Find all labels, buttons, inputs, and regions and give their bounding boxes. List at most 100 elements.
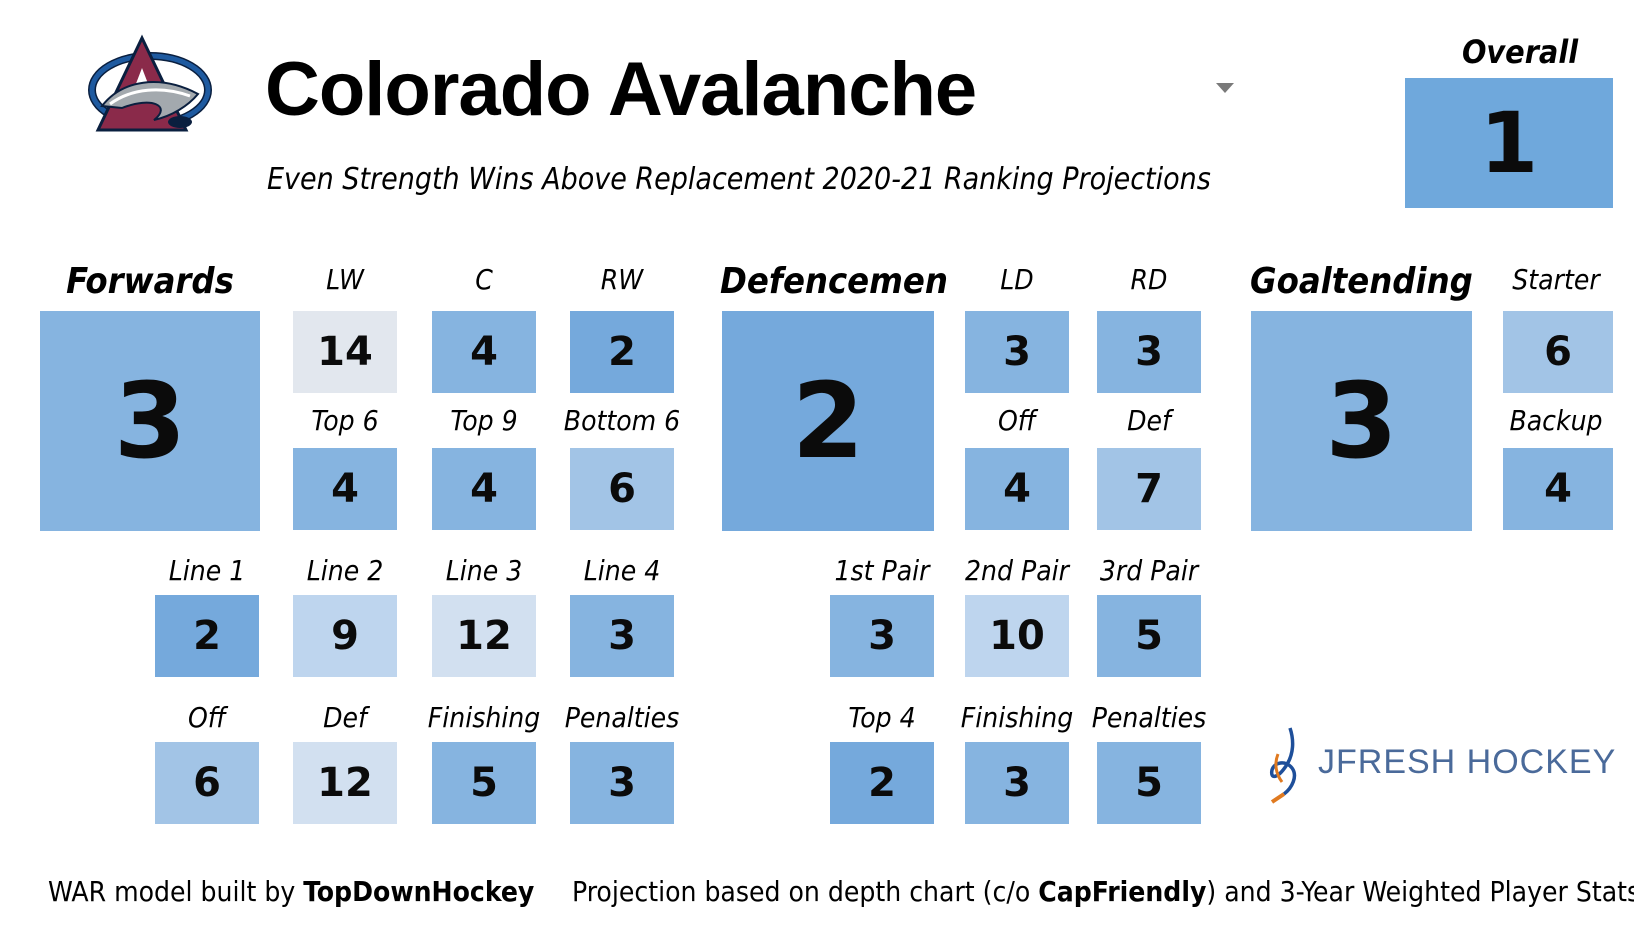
def-cell-pair2: 10: [965, 595, 1069, 677]
def-value-ld: 3: [1003, 329, 1031, 375]
def-cell-def: 7: [1097, 448, 1201, 530]
goalie-value-starter: 6: [1544, 329, 1572, 375]
def-value-pair2: 10: [989, 613, 1045, 659]
defencemen-rank-box: 2: [722, 311, 934, 531]
def-cell-penalties: 5: [1097, 742, 1201, 824]
fwd-label-finishing: Finishing: [427, 701, 541, 734]
fwd-cell-line1: 2: [155, 595, 259, 677]
team-name: Colorado Avalanche: [265, 47, 977, 132]
fwd-label-bottom6: Bottom 6: [563, 404, 681, 437]
def-label-def: Def: [1127, 404, 1171, 437]
def-cell-off: 4: [965, 448, 1069, 530]
footer-source: Projection based on depth chart (c/o Cap…: [572, 872, 1634, 912]
fwd-label-top6: Top 6: [311, 404, 379, 437]
fwd-value-penalties: 3: [608, 760, 636, 806]
overall-rank: 1: [1479, 94, 1539, 192]
def-cell-pair1: 3: [830, 595, 934, 677]
fwd-label-penalties: Penalties: [564, 701, 680, 734]
fwd-cell-off: 6: [155, 742, 259, 824]
page-subtitle: Even Strength Wins Above Replacement 202…: [267, 162, 1211, 197]
def-label-top4: Top 4: [848, 701, 916, 734]
fwd-cell-penalties: 3: [570, 742, 674, 824]
def-cell-finishing: 3: [965, 742, 1069, 824]
goaltending-heading: Goaltending: [1250, 261, 1473, 302]
def-cell-ld: 3: [965, 311, 1069, 393]
def-cell-top4: 2: [830, 742, 934, 824]
fwd-cell-rw: 2: [570, 311, 674, 393]
def-value-top4: 2: [868, 760, 896, 806]
colorado-avalanche-logo-icon: [88, 34, 212, 132]
fwd-cell-lw: 14: [293, 311, 397, 393]
footer-credit-prefix: WAR model built by: [48, 875, 304, 908]
forwards-rank: 3: [113, 360, 187, 482]
defencemen-heading: Defencemen: [720, 261, 948, 302]
goalie-label-backup: Backup: [1509, 404, 1603, 437]
overall-rank-box: 1: [1405, 78, 1613, 208]
brand-name: JFRESH HOCKEY: [1318, 743, 1617, 781]
forwards-rank-box: 3: [40, 311, 260, 531]
fwd-value-line1: 2: [193, 613, 221, 659]
def-value-pair3: 5: [1135, 613, 1163, 659]
goaltending-rank-box: 3: [1251, 311, 1472, 531]
def-label-off: Off: [997, 404, 1036, 437]
fwd-value-off: 6: [193, 760, 221, 806]
goalie-label-starter: Starter: [1512, 263, 1600, 296]
def-cell-rd: 3: [1097, 311, 1201, 393]
fwd-label-def: Def: [323, 701, 367, 734]
footer-source-suffix: ) and 3-Year Weighted Player Stats: [1206, 875, 1634, 908]
fwd-cell-def: 12: [293, 742, 397, 824]
fwd-label-line2: Line 2: [306, 554, 384, 587]
fwd-cell-top6: 4: [293, 448, 397, 530]
team-logo: [82, 34, 212, 138]
footer-credit: WAR model built by TopDownHockey: [48, 872, 534, 912]
fwd-label-top9: Top 9: [450, 404, 518, 437]
fwd-label-line1: Line 1: [168, 554, 246, 587]
fwd-label-c: C: [475, 263, 493, 296]
def-value-def: 7: [1135, 466, 1163, 512]
fwd-value-line2: 9: [331, 613, 359, 659]
def-label-pair2: 2nd Pair: [965, 554, 1069, 587]
footer-credit-author: TopDownHockey: [303, 875, 535, 908]
forwards-heading: Forwards: [66, 261, 234, 302]
goalie-cell-backup: 4: [1503, 448, 1613, 530]
fwd-cell-line2: 9: [293, 595, 397, 677]
fwd-value-top9: 4: [470, 466, 498, 512]
def-value-finishing: 3: [1003, 760, 1031, 806]
fwd-cell-c: 4: [432, 311, 536, 393]
fwd-cell-line4: 3: [570, 595, 674, 677]
defencemen-rank: 2: [791, 360, 865, 482]
def-label-pair3: 3rd Pair: [1099, 554, 1199, 587]
goalie-value-backup: 4: [1544, 466, 1572, 512]
fwd-cell-top9: 4: [432, 448, 536, 530]
fwd-label-lw: LW: [326, 263, 364, 296]
def-label-pair1: 1st Pair: [834, 554, 930, 587]
def-value-off: 4: [1003, 466, 1031, 512]
fwd-label-line4: Line 4: [583, 554, 661, 587]
def-label-rd: RD: [1130, 263, 1168, 296]
def-value-rd: 3: [1135, 329, 1163, 375]
fwd-label-rw: RW: [600, 263, 644, 296]
fwd-value-line3: 12: [456, 613, 512, 659]
def-label-finishing: Finishing: [960, 701, 1074, 734]
fwd-value-line4: 3: [608, 613, 636, 659]
fwd-cell-finishing: 5: [432, 742, 536, 824]
fwd-value-lw: 14: [317, 329, 373, 375]
goalie-cell-starter: 6: [1503, 311, 1613, 393]
def-cell-pair3: 5: [1097, 595, 1201, 677]
footer-source-prefix: Projection based on depth chart (c/o: [572, 875, 1039, 908]
overall-label: Overall: [1461, 33, 1579, 71]
fwd-value-c: 4: [470, 329, 498, 375]
brand-logo: [1264, 724, 1306, 806]
def-value-pair1: 3: [868, 613, 896, 659]
fwd-label-off: Off: [187, 701, 226, 734]
fwd-label-line3: Line 3: [445, 554, 523, 587]
chevron-down-icon[interactable]: [1216, 83, 1234, 93]
def-label-penalties: Penalties: [1091, 701, 1207, 734]
footer-source-name: CapFriendly: [1038, 875, 1207, 908]
fwd-value-rw: 2: [608, 329, 636, 375]
fwd-cell-bottom6: 6: [570, 448, 674, 530]
fwd-value-finishing: 5: [470, 760, 498, 806]
def-label-ld: LD: [1000, 263, 1034, 296]
jfresh-hockey-logo-icon: [1269, 727, 1297, 804]
fwd-value-bottom6: 6: [608, 466, 636, 512]
